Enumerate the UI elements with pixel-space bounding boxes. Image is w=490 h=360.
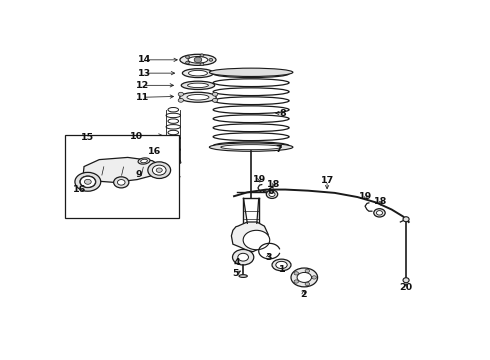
Circle shape: [80, 176, 96, 187]
Ellipse shape: [272, 259, 291, 271]
Text: 17: 17: [320, 176, 334, 185]
Circle shape: [212, 98, 218, 102]
Ellipse shape: [180, 54, 216, 66]
Text: 18: 18: [374, 197, 388, 206]
Ellipse shape: [187, 94, 209, 100]
Ellipse shape: [209, 68, 293, 76]
Text: 6: 6: [268, 187, 274, 196]
Polygon shape: [231, 222, 268, 252]
Ellipse shape: [189, 70, 207, 76]
Ellipse shape: [403, 217, 409, 222]
Circle shape: [200, 54, 204, 57]
Text: 7: 7: [275, 145, 282, 154]
Circle shape: [186, 56, 190, 58]
Text: 3: 3: [265, 253, 271, 262]
Text: 4: 4: [233, 258, 240, 267]
Ellipse shape: [276, 261, 287, 269]
Text: 10: 10: [130, 131, 143, 140]
Ellipse shape: [180, 92, 216, 102]
Text: 14: 14: [138, 55, 151, 64]
Ellipse shape: [220, 145, 281, 150]
Circle shape: [148, 162, 171, 179]
Circle shape: [209, 58, 213, 61]
Circle shape: [152, 165, 166, 175]
Circle shape: [156, 168, 162, 172]
Text: 18: 18: [267, 180, 281, 189]
Text: 8: 8: [279, 109, 286, 118]
Circle shape: [186, 61, 190, 64]
Text: 13: 13: [138, 69, 150, 78]
Text: 15: 15: [81, 133, 94, 142]
Ellipse shape: [182, 69, 214, 77]
Ellipse shape: [239, 275, 247, 278]
Ellipse shape: [269, 192, 275, 197]
Text: 19: 19: [359, 192, 372, 201]
Circle shape: [305, 282, 310, 286]
Ellipse shape: [167, 178, 179, 181]
Ellipse shape: [188, 57, 208, 63]
Circle shape: [238, 253, 248, 261]
Ellipse shape: [291, 268, 318, 287]
Text: 12: 12: [136, 81, 149, 90]
Ellipse shape: [297, 273, 312, 283]
Circle shape: [312, 276, 317, 279]
Ellipse shape: [138, 158, 150, 164]
Circle shape: [212, 92, 218, 96]
Ellipse shape: [209, 143, 293, 151]
Text: 1: 1: [279, 265, 286, 274]
Circle shape: [294, 272, 298, 275]
Ellipse shape: [141, 159, 147, 163]
Ellipse shape: [188, 83, 208, 87]
Circle shape: [84, 179, 91, 184]
Circle shape: [178, 92, 184, 96]
Circle shape: [294, 280, 298, 283]
Circle shape: [243, 230, 270, 250]
Text: 9: 9: [135, 170, 142, 179]
Ellipse shape: [181, 81, 215, 90]
Circle shape: [178, 98, 184, 102]
Ellipse shape: [403, 278, 409, 283]
Text: 16: 16: [73, 185, 86, 194]
Circle shape: [118, 180, 125, 185]
Circle shape: [305, 269, 310, 273]
Text: 20: 20: [399, 283, 413, 292]
Circle shape: [75, 172, 101, 191]
Circle shape: [200, 63, 204, 66]
Ellipse shape: [267, 190, 278, 198]
Text: 19: 19: [253, 175, 266, 184]
Circle shape: [233, 249, 254, 265]
Text: 2: 2: [300, 289, 307, 298]
Text: 16: 16: [148, 147, 161, 156]
Text: 5: 5: [233, 269, 239, 278]
Circle shape: [114, 177, 129, 188]
Ellipse shape: [376, 211, 383, 215]
Ellipse shape: [166, 160, 181, 165]
Polygon shape: [83, 157, 163, 183]
Ellipse shape: [374, 209, 385, 217]
Circle shape: [194, 57, 202, 63]
Text: 11: 11: [136, 93, 149, 102]
Bar: [65, 135, 179, 218]
